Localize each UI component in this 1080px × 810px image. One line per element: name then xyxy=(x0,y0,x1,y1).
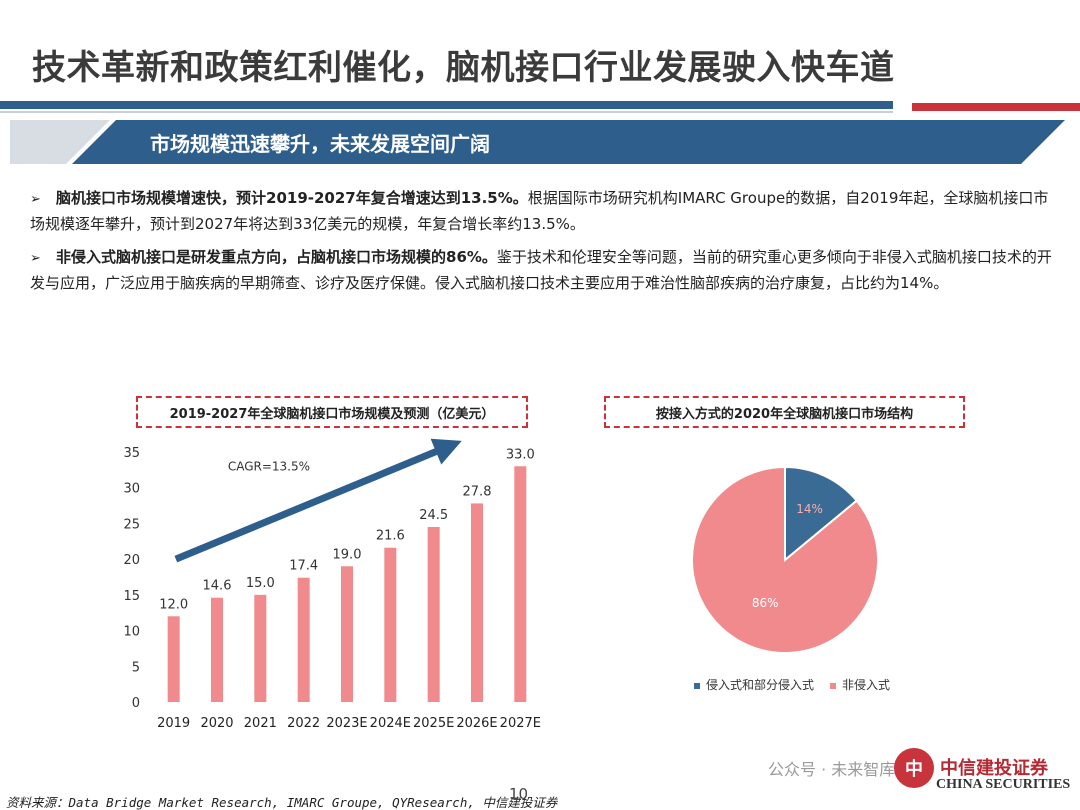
bar-2027E xyxy=(514,466,527,702)
x-tick-label: 2022 xyxy=(287,716,320,731)
bar-data-label: 14.6 xyxy=(203,579,232,594)
watermark-text: 公众号 · 未来智库 xyxy=(768,760,896,779)
bar-data-label: 19.0 xyxy=(333,547,362,562)
source-note: 资料来源：Data Bridge Market Research, IMARC … xyxy=(6,795,558,810)
bar-data-label: 33.0 xyxy=(506,447,535,462)
x-tick-label: 2019 xyxy=(157,716,190,731)
bar-2019 xyxy=(167,616,180,702)
legend-item-invasive: 侵入式和部分侵入式 xyxy=(694,676,814,693)
section-banner xyxy=(10,120,1065,164)
pie-chart: 14% 86% xyxy=(691,465,879,654)
bar-data-label: 17.4 xyxy=(289,559,318,574)
y-tick-label: 10 xyxy=(123,625,140,640)
title-underline-gray xyxy=(0,111,893,113)
bar-2021 xyxy=(254,594,267,702)
y-tick-label: 15 xyxy=(123,589,140,604)
bar-data-label: 27.8 xyxy=(463,484,492,499)
bar-data-label: 21.6 xyxy=(376,529,405,544)
x-tick-label: 2020 xyxy=(200,716,233,731)
x-tick-label: 2021 xyxy=(244,716,277,731)
pie-chart-title: 按接入方式的2020年全球脑机接口市场结构 xyxy=(604,396,965,428)
x-tick-label: 2026E xyxy=(456,716,497,731)
bar-2024E xyxy=(384,547,397,702)
bar-chart: 0 5 10 15 20 25 30 35 12.0 2019 14.6 2020 15.0 2021 17… xyxy=(123,438,541,731)
bar-2023E xyxy=(341,566,353,702)
pie-slice-1 xyxy=(691,465,879,654)
y-tick-label: 25 xyxy=(123,517,140,532)
bullet-1-text: 根据国际市场研究机构IMARC Groupe的数据，自2019年起，全球脑机接口… xyxy=(30,189,1049,233)
cagr-annotation: CAGR=13.5% xyxy=(228,460,310,474)
page-number: 10 xyxy=(509,785,529,803)
title-underline-red xyxy=(912,103,1080,111)
bullet-arrow-icon: ➢ xyxy=(30,192,41,207)
pie-legend: 侵入式和部分侵入式 非侵入式 xyxy=(694,676,890,693)
bullet-arrow-icon: ➢ xyxy=(30,251,41,266)
bar-2025E xyxy=(427,527,440,702)
legend-swatch-invasive xyxy=(694,682,700,689)
bullet-paragraph-2: ➢ 非侵入式脑机接口是研发重点方向，占脑机接口市场规模的86%。鉴于技术和伦理安全… xyxy=(30,245,1060,296)
pie-data-label: 14% xyxy=(796,502,823,516)
bar-2020 xyxy=(211,597,223,702)
x-tick-label: 2024E xyxy=(370,716,411,731)
legend-label-invasive: 侵入式和部分侵入式 xyxy=(706,678,815,692)
bullet-paragraph-1: ➢ 脑机接口市场规模增速快，预计2019-2027年复合增速达到13.5%。根据国… xyxy=(30,186,1060,237)
bullet-2-text: 鉴于技术和伦理安全等问题，当前的研究重心更多倾向于非侵入式脑机接口技术的开发与应… xyxy=(30,248,1052,292)
page-title: 技术革新和政策红利催化，脑机接口行业发展驶入快车道 xyxy=(32,48,895,88)
x-tick-label: 2023E xyxy=(326,716,367,731)
y-tick-label: 30 xyxy=(123,482,140,497)
company-name-cn: 中信建投证券 xyxy=(940,758,1048,779)
legend-swatch-noninvasive xyxy=(830,682,837,689)
legend-item-noninvasive: 非侵入式 xyxy=(830,676,890,693)
pie-slice-0 xyxy=(784,465,859,563)
bullet-2-bold: 非侵入式脑机接口是研发重点方向，占脑机接口市场规模的86%。 xyxy=(56,248,497,266)
bar-data-label: 12.0 xyxy=(159,597,188,612)
cagr-arrow xyxy=(174,438,462,563)
company-logo-icon: 中 xyxy=(894,748,934,788)
x-tick-label: 2025E xyxy=(413,716,454,731)
pie-data-label: 86% xyxy=(752,596,779,610)
bullet-1-bold: 脑机接口市场规模增速快，预计2019-2027年复合增速达到13.5%。 xyxy=(56,189,528,207)
company-name-en: CHINA SECURITIES xyxy=(936,777,1071,792)
legend-label-noninvasive: 非侵入式 xyxy=(842,678,891,692)
bar-data-label: 15.0 xyxy=(246,576,275,591)
bar-2022 xyxy=(297,577,310,702)
bar-chart-title: 2019-2027年全球脑机接口市场规模及预测（亿美元） xyxy=(136,396,528,428)
y-tick-label: 0 xyxy=(132,696,140,711)
y-tick-label: 5 xyxy=(132,660,140,675)
bar-data-label: 24.5 xyxy=(419,508,448,523)
bar-2026E xyxy=(471,503,483,702)
x-tick-label: 2027E xyxy=(500,716,541,731)
title-underline-blue xyxy=(0,101,893,109)
y-tick-label: 20 xyxy=(123,553,140,568)
section-header: 市场规模迅速攀升，未来发展空间广阔 xyxy=(150,132,490,156)
y-tick-label: 35 xyxy=(123,446,140,461)
